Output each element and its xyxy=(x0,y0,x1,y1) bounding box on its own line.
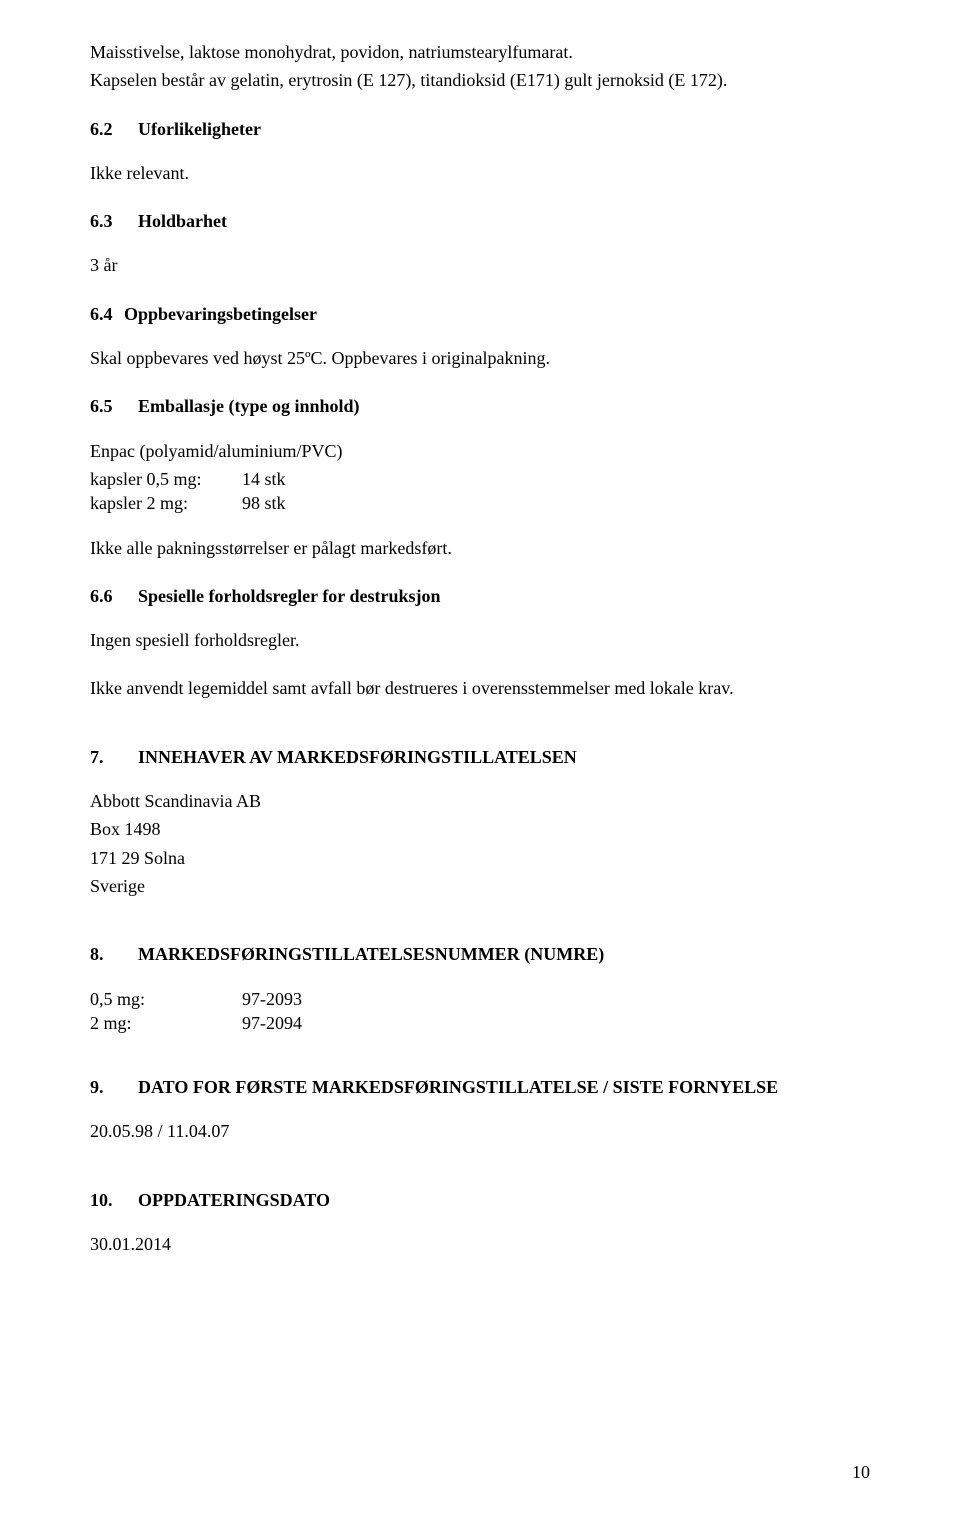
kv-label: 0,5 mg: xyxy=(90,987,242,1011)
heading-title: DATO FOR FØRSTE MARKEDSFØRINGSTILLATELSE… xyxy=(138,1075,778,1099)
kv-value: 97-2093 xyxy=(242,987,302,1011)
heading-number: 6.5 xyxy=(90,394,138,418)
body-6-6-line1: Ingen spesiell forholdsregler. xyxy=(90,628,870,652)
intro-line-2: Kapselen består av gelatin, erytrosin (E… xyxy=(90,68,870,92)
body-6-6-line2: Ikke anvendt legemiddel samt avfall bør … xyxy=(90,676,870,700)
document-page: Maisstivelse, laktose monohydrat, povido… xyxy=(0,0,960,1513)
heading-number: 8. xyxy=(90,942,138,966)
body-7-line1: Abbott Scandinavia AB xyxy=(90,789,870,813)
heading-number: 6.2 xyxy=(90,117,138,141)
body-6-4: Skal oppbevares ved høyst 25ºC. Oppbevar… xyxy=(90,346,870,370)
heading-title: MARKEDSFØRINGSTILLATELSESNUMMER (NUMRE) xyxy=(138,942,604,966)
heading-6-5: 6.5 Emballasje (type og innhold) xyxy=(90,394,870,418)
kv-row: 0,5 mg: 97-2093 xyxy=(90,987,870,1011)
heading-title: Uforlikeligheter xyxy=(138,117,261,141)
heading-7: 7. INNEHAVER AV MARKEDSFØRINGSTILLATELSE… xyxy=(90,745,870,769)
body-7-line3: 171 29 Solna xyxy=(90,846,870,870)
heading-8: 8. MARKEDSFØRINGSTILLATELSESNUMMER (NUMR… xyxy=(90,942,870,966)
kv-label: kapsler 0,5 mg: xyxy=(90,467,242,491)
kv-value: 97-2094 xyxy=(242,1011,302,1035)
heading-title: Emballasje (type og innhold) xyxy=(138,394,360,418)
kv-row: 2 mg: 97-2094 xyxy=(90,1011,870,1035)
heading-title: Spesielle forholdsregler for destruksjon xyxy=(138,584,441,608)
heading-6-4: 6.4 Oppbevaringsbetingelser xyxy=(90,302,870,326)
body-6-3: 3 år xyxy=(90,253,870,277)
kv-label: kapsler 2 mg: xyxy=(90,491,242,515)
heading-title: Oppbevaringsbetingelser xyxy=(124,302,317,326)
heading-title: Holdbarhet xyxy=(138,209,227,233)
kv-value: 98 stk xyxy=(242,491,286,515)
heading-number: 6.3 xyxy=(90,209,138,233)
heading-number: 6.6 xyxy=(90,584,138,608)
heading-number: 10. xyxy=(90,1188,138,1212)
body-6-5-line2: Ikke alle pakningsstørrelser er pålagt m… xyxy=(90,536,870,560)
kv-label: 2 mg: xyxy=(90,1011,242,1035)
heading-10: 10. OPPDATERINGSDATO xyxy=(90,1188,870,1212)
body-9: 20.05.98 / 11.04.07 xyxy=(90,1119,870,1143)
heading-9: 9. DATO FOR FØRSTE MARKEDSFØRINGSTILLATE… xyxy=(90,1075,870,1099)
heading-number: 6.4 xyxy=(90,302,124,326)
heading-6-2: 6.2 Uforlikeligheter xyxy=(90,117,870,141)
body-6-5-line1: Enpac (polyamid/aluminium/PVC) xyxy=(90,439,870,463)
kv-row: kapsler 2 mg: 98 stk xyxy=(90,491,870,515)
kv-value: 14 stk xyxy=(242,467,286,491)
heading-title: OPPDATERINGSDATO xyxy=(138,1188,330,1212)
heading-number: 7. xyxy=(90,745,138,769)
heading-6-6: 6.6 Spesielle forholdsregler for destruk… xyxy=(90,584,870,608)
body-7-line4: Sverige xyxy=(90,874,870,898)
heading-6-3: 6.3 Holdbarhet xyxy=(90,209,870,233)
heading-number: 9. xyxy=(90,1075,138,1099)
body-6-2: Ikke relevant. xyxy=(90,161,870,185)
intro-line-1: Maisstivelse, laktose monohydrat, povido… xyxy=(90,40,870,64)
kv-row: kapsler 0,5 mg: 14 stk xyxy=(90,467,870,491)
body-10: 30.01.2014 xyxy=(90,1232,870,1256)
body-7-line2: Box 1498 xyxy=(90,817,870,841)
heading-title: INNEHAVER AV MARKEDSFØRINGSTILLATELSEN xyxy=(138,745,577,769)
page-number: 10 xyxy=(852,1462,870,1483)
